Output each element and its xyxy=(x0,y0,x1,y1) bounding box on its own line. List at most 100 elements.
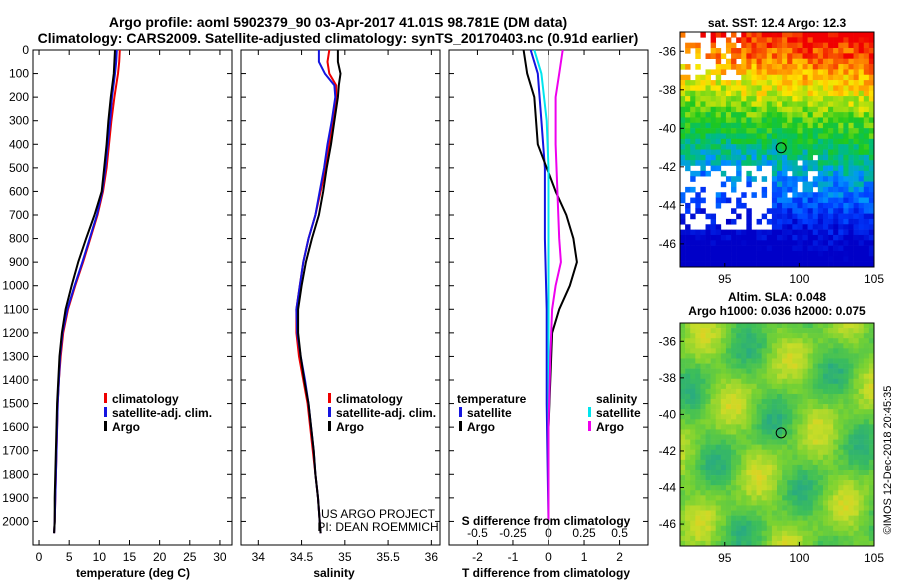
map-cell xyxy=(685,42,691,49)
map-cell xyxy=(868,37,875,43)
map-cell xyxy=(690,500,696,506)
map-cell xyxy=(853,192,859,198)
map-cell xyxy=(812,464,819,471)
map-cell xyxy=(731,404,737,410)
map-cell xyxy=(680,480,686,486)
map-cell xyxy=(807,202,814,209)
map-cell xyxy=(710,133,717,140)
map-cell xyxy=(761,261,768,268)
map-cell xyxy=(725,58,732,65)
map-cell xyxy=(685,439,691,445)
map-cell xyxy=(802,229,808,236)
map-cell xyxy=(720,535,727,542)
map-cell xyxy=(817,333,824,339)
map-cell xyxy=(822,348,829,354)
map-cell xyxy=(756,495,762,501)
map-cell xyxy=(751,154,757,161)
map-cell xyxy=(802,208,808,214)
map-cell xyxy=(828,53,834,59)
map-cell xyxy=(858,515,865,521)
map-cell xyxy=(853,229,859,236)
map-cell xyxy=(731,485,737,491)
map-cell xyxy=(731,505,737,511)
map-cell xyxy=(822,234,829,241)
map-cell xyxy=(756,510,762,516)
map-cell xyxy=(741,424,747,430)
map-cell xyxy=(858,101,865,108)
map-cell xyxy=(787,181,793,188)
map-cell xyxy=(680,409,686,415)
map-cell xyxy=(863,393,870,400)
map-cell xyxy=(771,53,778,59)
map-cell xyxy=(695,74,701,81)
map-cell xyxy=(817,149,824,156)
map-cell xyxy=(695,250,701,257)
x-tick-label: 0 xyxy=(36,550,43,564)
map-cell xyxy=(751,459,757,466)
map-cell xyxy=(868,439,875,445)
map-cell xyxy=(746,505,752,511)
map-cell xyxy=(802,358,808,364)
map-cell xyxy=(725,348,732,354)
map-cell xyxy=(863,399,870,405)
map-cell xyxy=(756,101,762,108)
map-cell xyxy=(833,240,839,246)
map-cell xyxy=(802,530,808,537)
map-cell xyxy=(710,439,717,445)
map-cell xyxy=(802,429,808,435)
map-cell xyxy=(710,250,717,257)
map-cell xyxy=(863,229,870,236)
map-cell xyxy=(731,186,737,193)
map-cell xyxy=(812,454,819,461)
map-cell xyxy=(710,505,717,511)
map-cell xyxy=(766,229,773,236)
map-cell xyxy=(853,540,859,547)
map-cell xyxy=(807,338,814,344)
map-cell xyxy=(731,181,737,188)
map-cell xyxy=(736,229,742,236)
x-tick-label: 34.5 xyxy=(290,550,314,564)
map-cell xyxy=(812,500,819,506)
credit-line1: US ARGO PROJECT xyxy=(321,507,436,521)
map-cell xyxy=(848,256,854,262)
map-cell xyxy=(756,459,762,466)
map-cell xyxy=(792,393,798,400)
map-cell xyxy=(710,480,717,486)
map-cell xyxy=(700,101,706,108)
map-cell xyxy=(838,149,844,156)
map-cell xyxy=(761,154,768,161)
difference-xlabel: T difference from climatology xyxy=(462,566,630,580)
map-cell xyxy=(751,338,757,344)
map-cell xyxy=(843,234,849,241)
map-cell xyxy=(848,74,854,81)
map-cell xyxy=(817,338,824,344)
map-cell xyxy=(828,530,834,537)
map-cell xyxy=(848,454,854,461)
map-cell xyxy=(822,495,829,501)
map-cell xyxy=(685,490,691,496)
map-cell xyxy=(710,495,717,501)
map-cell xyxy=(838,64,844,70)
map-cell xyxy=(787,535,793,542)
map-cell xyxy=(792,378,798,385)
map-cell xyxy=(756,90,762,97)
map-cell xyxy=(690,144,696,150)
map-cell xyxy=(792,197,798,204)
map-cell xyxy=(736,48,742,54)
map-cell xyxy=(863,192,870,198)
map-cell xyxy=(797,338,803,344)
map-cell xyxy=(807,160,814,166)
map-cell xyxy=(715,338,722,344)
map-cell xyxy=(863,388,870,395)
map-cell xyxy=(680,363,686,369)
map-cell xyxy=(736,261,742,268)
map-cell xyxy=(853,434,859,440)
map-cell xyxy=(868,515,875,521)
map-cell xyxy=(858,419,865,425)
map-cell xyxy=(705,399,711,405)
map-cell xyxy=(853,429,859,435)
map-cell xyxy=(761,409,768,415)
map-cell xyxy=(802,90,808,97)
map-cell xyxy=(792,240,798,246)
map-cell xyxy=(807,323,814,329)
